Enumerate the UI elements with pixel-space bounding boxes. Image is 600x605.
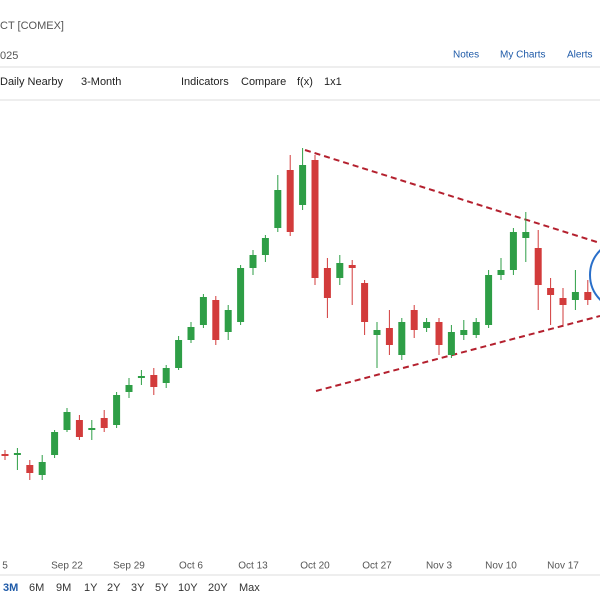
candle-body bbox=[435, 322, 443, 345]
header-link[interactable]: Notes bbox=[453, 50, 479, 61]
candle-body bbox=[423, 322, 431, 328]
candle-body bbox=[137, 376, 145, 378]
candle-body bbox=[224, 310, 232, 332]
candle-body bbox=[485, 275, 493, 325]
candle-body bbox=[187, 327, 195, 340]
x-tick-label: Nov 3 bbox=[426, 561, 453, 572]
candle-body bbox=[1, 454, 9, 456]
toolbar-button[interactable]: f(x) bbox=[297, 76, 313, 88]
range-button[interactable]: 1Y bbox=[84, 582, 98, 594]
candle-body bbox=[534, 248, 542, 285]
range-button[interactable]: 9M bbox=[56, 582, 71, 594]
candle-body bbox=[299, 165, 307, 205]
candle-body bbox=[261, 238, 269, 255]
candle-body bbox=[571, 292, 579, 300]
candle-body bbox=[212, 300, 220, 340]
candle-body bbox=[38, 462, 46, 475]
candle-body bbox=[311, 160, 319, 278]
candle-body bbox=[113, 395, 121, 425]
candle-body bbox=[584, 292, 592, 300]
highlight-circle bbox=[589, 249, 600, 301]
x-tick-label: Nov 10 bbox=[485, 561, 517, 572]
candle-body bbox=[447, 332, 455, 355]
candle-body bbox=[199, 297, 207, 325]
x-tick-label: Sep 22 bbox=[51, 561, 83, 572]
toolbar-button[interactable]: Compare bbox=[241, 76, 286, 88]
range-button[interactable]: 3M bbox=[3, 582, 18, 594]
candle-body bbox=[336, 263, 344, 278]
candle-body bbox=[75, 420, 83, 437]
x-tick-label: Oct 20 bbox=[300, 561, 330, 572]
candle-body bbox=[63, 412, 71, 430]
candle-body bbox=[323, 268, 331, 298]
date: 025 bbox=[0, 50, 18, 62]
candle-body bbox=[26, 465, 34, 473]
candle-body bbox=[410, 310, 418, 330]
candle-body bbox=[361, 283, 369, 322]
candle-body bbox=[274, 190, 282, 228]
candle-body bbox=[88, 428, 96, 430]
range-button[interactable]: 6M bbox=[29, 582, 44, 594]
candle-body bbox=[237, 268, 245, 322]
range-button[interactable]: 10Y bbox=[178, 582, 198, 594]
x-tick-label: 5 bbox=[2, 561, 8, 572]
range-button[interactable]: 2Y bbox=[107, 582, 121, 594]
candle-body bbox=[286, 170, 294, 232]
candle-body bbox=[460, 330, 468, 335]
header-link[interactable]: Alerts bbox=[567, 50, 593, 61]
x-tick-label: Oct 6 bbox=[179, 561, 203, 572]
candle-body bbox=[522, 232, 530, 238]
candle-body bbox=[125, 385, 133, 392]
x-tick-label: Sep 29 bbox=[113, 561, 145, 572]
candle-body bbox=[162, 368, 170, 383]
candle-body bbox=[547, 288, 555, 295]
candle-body bbox=[509, 232, 517, 270]
range-button[interactable]: Max bbox=[239, 582, 260, 594]
symbol: CT [COMEX] bbox=[0, 20, 64, 32]
candle-body bbox=[100, 418, 108, 428]
toolbar-button[interactable]: Indicators bbox=[181, 76, 229, 88]
x-tick-label: Oct 27 bbox=[362, 561, 392, 572]
toolbar-button[interactable]: 3-Month bbox=[81, 76, 121, 88]
candle-body bbox=[497, 270, 505, 275]
candle-body bbox=[150, 375, 158, 387]
toolbar-button[interactable]: Daily Nearby bbox=[0, 76, 63, 88]
candle-body bbox=[373, 330, 381, 335]
range-button[interactable]: 3Y bbox=[131, 582, 145, 594]
range-button[interactable]: 5Y bbox=[155, 582, 169, 594]
candle-body bbox=[472, 322, 480, 335]
range-button[interactable]: 20Y bbox=[208, 582, 228, 594]
candle-body bbox=[398, 322, 406, 355]
trendline bbox=[315, 315, 600, 392]
candle-body bbox=[559, 298, 567, 305]
x-tick-label: Nov 17 bbox=[547, 561, 579, 572]
candle-body bbox=[385, 328, 393, 345]
candle-body bbox=[175, 340, 183, 368]
trendline bbox=[304, 149, 600, 244]
candle-body bbox=[13, 453, 21, 455]
candle-body bbox=[348, 265, 356, 268]
x-tick-label: Oct 13 bbox=[238, 561, 268, 572]
candle-body bbox=[51, 432, 59, 455]
header-link[interactable]: My Charts bbox=[500, 50, 546, 61]
toolbar-button[interactable]: 1x1 bbox=[324, 76, 342, 88]
candle-body bbox=[249, 255, 257, 268]
